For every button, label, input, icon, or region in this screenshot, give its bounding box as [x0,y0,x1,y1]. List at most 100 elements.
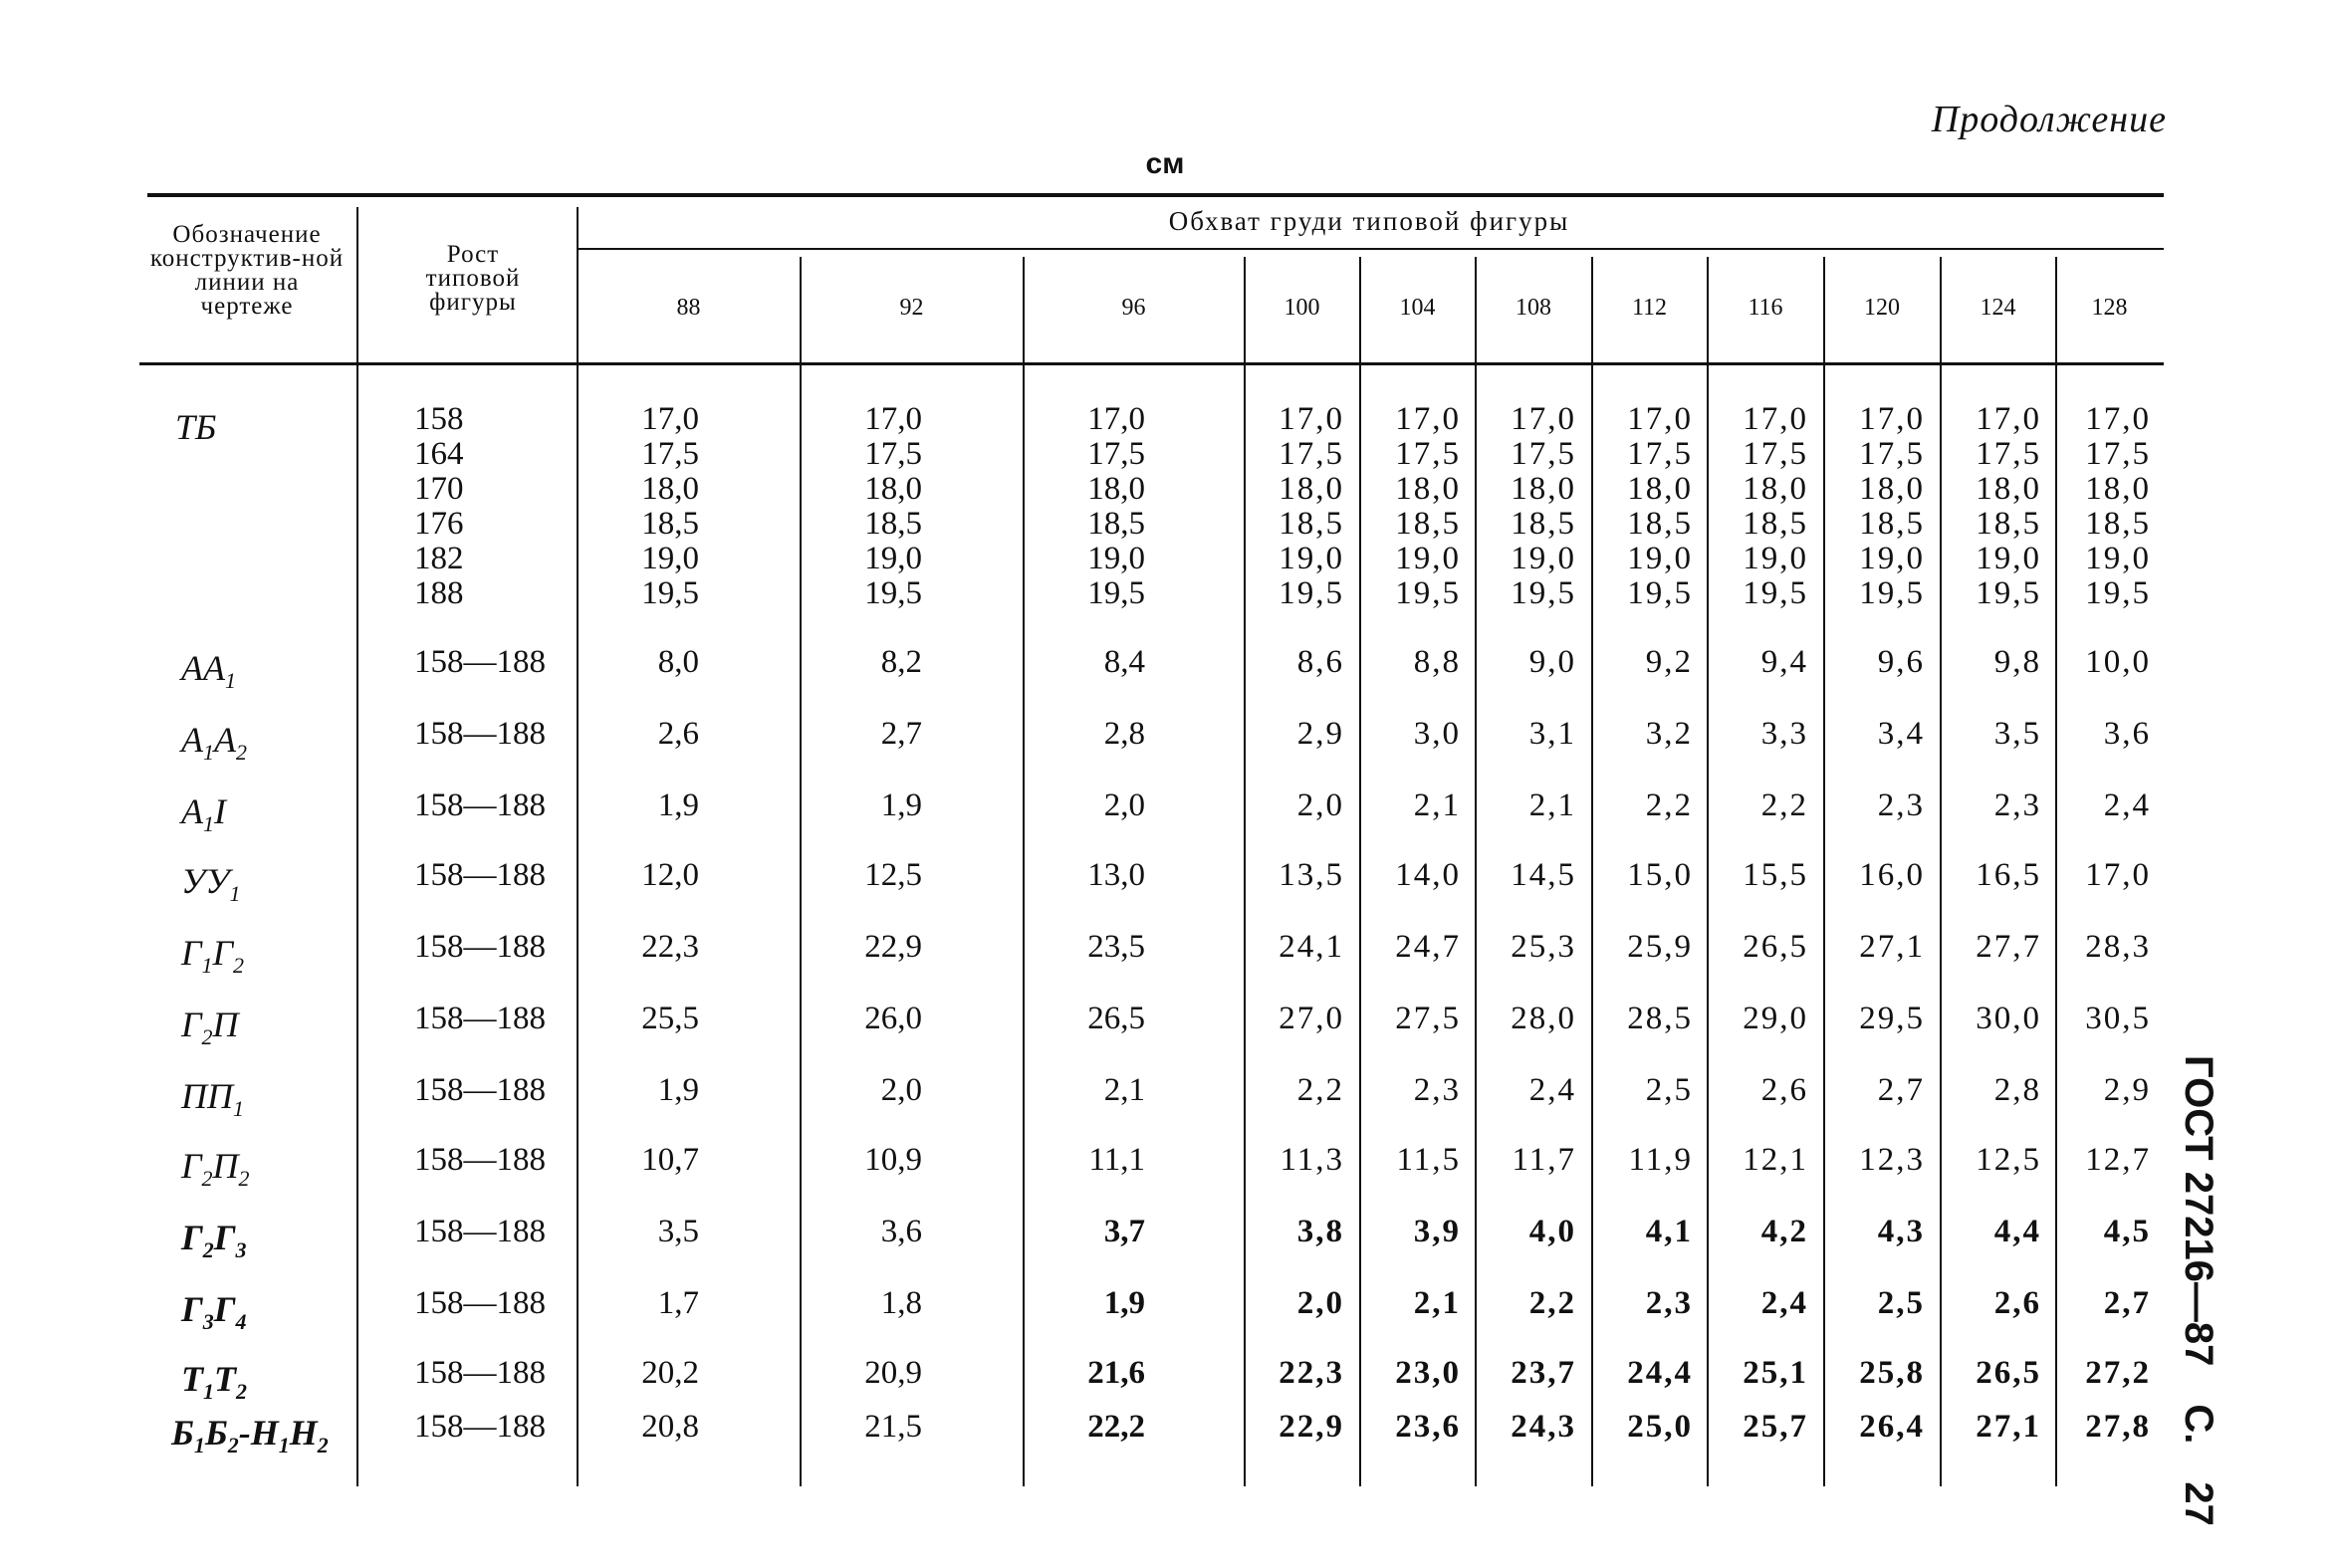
chest-size-120: 120 [1864,295,1900,321]
value-cell: 13,0 [1087,857,1145,893]
value-cell: 19,0 [1279,541,1344,576]
value-cell: 3,5 [1993,716,2041,752]
value-cell: 18,5 [1511,506,1576,542]
chest-girth-header: Обхват груди типовой фигуры [1168,206,1570,236]
chest-size-128: 128 [2091,295,2128,321]
value-cell: 19,5 [1859,575,1925,611]
value-cell: 28,5 [1627,1001,1693,1036]
value-cell: 18,5 [641,506,699,542]
value-cell: 8,0 [657,644,699,680]
chest-size-100: 100 [1283,295,1320,321]
value-cell: 27,5 [1395,1001,1461,1036]
row-label: Т1Т2 [181,1359,247,1405]
row-tb-col-104: 17,0 17,5 18,0 18,5 19,0 19,5 [1395,402,1461,611]
value-cell: 19,0 [1976,541,2041,576]
value-cell: 2,8 [1103,716,1145,752]
value-cell: 12,5 [1976,1142,2041,1178]
value-cell: 18,5 [1627,506,1693,542]
value-cell: 19,5 [1087,575,1145,611]
value-cell: 27,7 [1976,929,2041,965]
value-cell: 17,5 [1859,436,1925,472]
value-cell: 19,5 [1976,575,2041,611]
value-cell: 8,2 [880,644,922,680]
row-tb-col-128: 17,0 17,5 18,0 18,5 19,0 19,5 [2085,402,2151,611]
value-cell: 17,5 [1976,436,2041,472]
value-cell: 2,3 [1877,787,1925,823]
value-cell: 17,5 [1395,436,1461,472]
value-cell: 17,0 [1511,401,1576,437]
value-cell: 25,0 [1627,1409,1693,1445]
value-cell: 26,5 [1976,1355,2041,1391]
value-cell: 19,5 [1279,575,1344,611]
value-cell: 3,3 [1760,716,1808,752]
value-cell: 17,0 [1743,401,1808,437]
value-cell: 17,5 [1627,436,1693,472]
col-rule-5 [1244,257,1246,1486]
value-cell: 2,1 [1528,787,1576,823]
height-value: 158 [414,401,464,437]
row-label: Г2Г3 [181,1218,247,1263]
value-cell: 19,5 [1743,575,1808,611]
value-cell: 30,5 [2085,1001,2151,1036]
value-cell: 18,5 [1976,506,2041,542]
value-cell: 4,1 [1645,1214,1693,1249]
value-cell: 2,0 [1296,787,1344,823]
value-cell: 12,7 [2085,1142,2151,1178]
value-cell: 20,9 [864,1355,922,1391]
row-tb-col-124: 17,0 17,5 18,0 18,5 19,0 19,5 [1976,402,2041,611]
value-cell: 17,5 [1087,436,1145,472]
side-header: ГОСТ 27216—87 С. 27 [2176,1055,2220,1564]
value-cell: 1,9 [657,1072,699,1108]
value-cell: 18,0 [1279,471,1344,507]
value-cell: 12,0 [641,857,699,893]
value-cell: 18,5 [1395,506,1461,542]
row-label: А1А2 [181,720,247,766]
value-cell: 2,0 [1103,787,1145,823]
value-cell: 17,0 [1087,401,1145,437]
chest-size-116: 116 [1748,295,1783,321]
value-cell: 18,5 [1743,506,1808,542]
value-cell: 27,0 [1279,1001,1344,1036]
value-cell: 18,0 [1395,471,1461,507]
value-cell: 13,5 [1279,857,1344,893]
value-cell: 18,0 [864,471,922,507]
value-cell: 19,5 [1395,575,1461,611]
value-cell: 8,4 [1103,644,1145,680]
chest-size-96: 96 [1121,295,1146,321]
value-cell: 3,9 [1413,1214,1461,1249]
value-cell: 18,0 [1743,471,1808,507]
value-cell: 9,2 [1645,644,1693,680]
value-cell: 20,2 [641,1355,699,1391]
value-cell: 8,6 [1296,644,1344,680]
col-rule-2 [577,207,579,1486]
value-cell: 1,9 [880,787,922,823]
value-cell: 30,0 [1976,1001,2041,1036]
value-cell: 18,0 [1087,471,1145,507]
value-cell: 2,7 [2103,1285,2151,1321]
row-height-range: 158—188 [414,1409,546,1445]
value-cell: 19,0 [2085,541,2151,576]
value-cell: 2,6 [657,716,699,752]
value-cell: 2,2 [1528,1285,1576,1321]
value-cell: 11,1 [1088,1142,1145,1178]
value-cell: 20,8 [641,1409,699,1445]
value-cell: 17,0 [2085,401,2151,437]
value-cell: 25,8 [1859,1355,1925,1391]
value-cell: 25,1 [1743,1355,1808,1391]
continuation-label: Продолжение [1931,99,2167,140]
value-cell: 12,5 [864,857,922,893]
value-cell: 10,7 [641,1142,699,1178]
value-cell: 2,1 [1103,1072,1145,1108]
col-rule-4 [1023,257,1025,1486]
value-cell: 26,4 [1859,1409,1925,1445]
value-cell: 11,7 [1512,1142,1576,1178]
row-label: Г2П [181,1005,239,1050]
value-cell: 3,6 [880,1214,922,1249]
value-cell: 25,5 [641,1001,699,1036]
value-cell: 18,0 [641,471,699,507]
chest-size-104: 104 [1399,295,1436,321]
value-cell: 18,5 [864,506,922,542]
row-height-range: 158—188 [414,1355,546,1391]
col-rule-10 [1823,257,1825,1486]
value-cell: 23,6 [1395,1409,1461,1445]
